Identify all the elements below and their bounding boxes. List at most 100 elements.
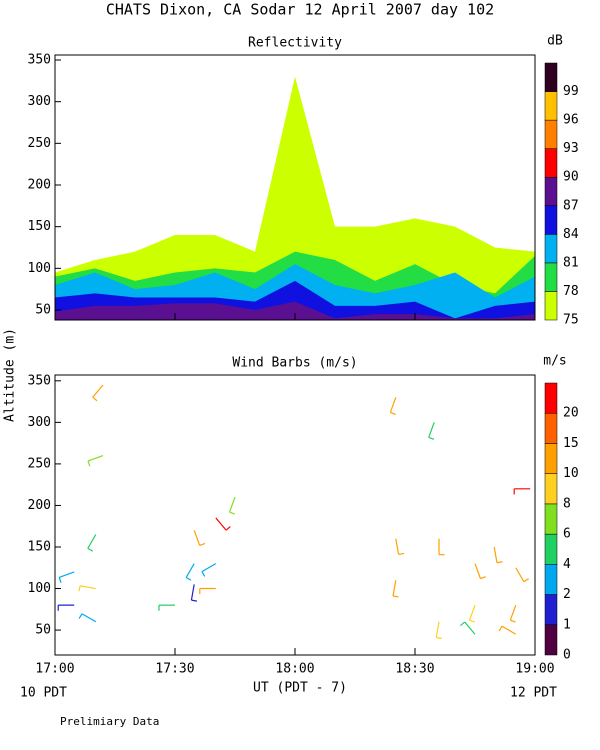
- barb-staff: [81, 613, 97, 623]
- colorbar-unit: m/s: [543, 354, 566, 369]
- panel-title: Wind Barbs (m/s): [232, 356, 357, 371]
- colorbar-label: 1: [563, 617, 571, 632]
- wind-barb: [201, 563, 217, 577]
- barb-staff: [58, 571, 75, 578]
- barb-staff: [474, 563, 482, 579]
- right-note: 12 PDT: [510, 686, 557, 701]
- colorbar-label: 84: [563, 227, 579, 242]
- barb-flag: [523, 578, 529, 583]
- colorbar-box: [544, 262, 558, 292]
- colorbar-box: [544, 234, 558, 264]
- barb-flag: [185, 576, 192, 581]
- y-tick-label: 300: [28, 415, 51, 430]
- colorbar-box: [544, 594, 558, 626]
- barb-staff: [515, 567, 525, 582]
- wind-barb: [395, 538, 405, 556]
- wind-barb: [92, 384, 104, 402]
- barb-staff: [464, 621, 476, 635]
- wind-barb: [498, 625, 517, 635]
- x-label: UT (PDT - 7): [253, 681, 347, 696]
- barb-staff: [228, 496, 236, 513]
- wind-barb: [389, 397, 397, 415]
- barb-staff: [79, 585, 96, 590]
- y-tick-label: 200: [28, 498, 51, 513]
- barb-flag: [199, 542, 206, 546]
- colorbar-label: 20: [563, 406, 579, 421]
- colorbar-box: [544, 176, 558, 207]
- barb-flag: [469, 619, 475, 623]
- y-tick-label: 250: [28, 456, 51, 471]
- barb-flag: [201, 571, 206, 577]
- wind-barb: [474, 563, 486, 580]
- colorbar-label: 10: [563, 466, 579, 481]
- barb-flag: [398, 552, 405, 556]
- wind-barb: [185, 563, 195, 581]
- barb-flag: [480, 576, 486, 580]
- colorbar-box: [544, 119, 558, 149]
- colorbar-box: [544, 473, 558, 505]
- y-tick-label: 150: [28, 539, 51, 554]
- barb-flag: [496, 561, 503, 564]
- barb-flag: [78, 585, 81, 592]
- barb-flag: [87, 460, 91, 467]
- colorbar-label: 8: [563, 496, 571, 511]
- y-tick-label: 50: [35, 303, 51, 318]
- wind-barb: [199, 587, 216, 595]
- barb-flag: [92, 396, 98, 402]
- x-tick-label: 18:00: [275, 662, 314, 677]
- colorbar-box: [544, 148, 558, 178]
- x-tick-label: 17:00: [35, 662, 74, 677]
- x-tick-label: 17:30: [155, 662, 194, 677]
- y-tick-label: 350: [28, 373, 51, 388]
- colorbar-label: 15: [563, 436, 579, 451]
- wind-barb: [190, 584, 198, 602]
- wind-barb: [515, 567, 529, 583]
- y-label: Altitude (m): [3, 328, 18, 422]
- wind-barb: [215, 517, 231, 531]
- wind-barb: [460, 621, 476, 635]
- barb-staff: [193, 530, 201, 546]
- wind-barb: [435, 621, 442, 640]
- barb-staff: [215, 517, 227, 531]
- y-tick-label: 250: [28, 136, 51, 151]
- colorbar-label: 6: [563, 527, 571, 542]
- colorbar-label: 99: [563, 84, 579, 99]
- colorbar-box: [544, 624, 558, 656]
- y-tick-label: 200: [28, 178, 51, 193]
- wind-barb: [58, 571, 75, 583]
- wind-barb: [438, 538, 445, 556]
- colorbar-label: 81: [563, 255, 579, 270]
- wind-barb: [468, 604, 476, 623]
- colorbar-label: 2: [563, 587, 571, 602]
- wind-barb: [87, 534, 97, 552]
- barb-staff: [493, 546, 498, 563]
- colorbar-box: [544, 412, 558, 444]
- y-tick-label: 350: [28, 53, 51, 68]
- barb-staff: [501, 625, 517, 635]
- colorbar-label: 4: [563, 557, 571, 572]
- left-note: 10 PDT: [20, 686, 67, 701]
- x-tick-label: 18:30: [395, 662, 434, 677]
- wind-barb: [57, 604, 75, 611]
- colorbar-box: [544, 533, 558, 565]
- x-tick-label: 19:00: [515, 662, 554, 677]
- colorbar-unit: dB: [547, 34, 563, 49]
- colorbar-box: [544, 91, 558, 121]
- barb-flag: [510, 619, 516, 623]
- barb-flag: [460, 621, 466, 627]
- colorbar-label: 90: [563, 170, 579, 185]
- wind-barb: [87, 455, 104, 467]
- colorbar-box: [544, 205, 558, 235]
- barb-flag: [498, 625, 503, 632]
- colorbar-label: 78: [563, 284, 579, 299]
- barb-flag: [390, 411, 396, 415]
- y-tick-label: 100: [28, 261, 51, 276]
- barb-staff: [190, 584, 195, 601]
- wind-barb: [78, 585, 96, 592]
- barb-staff: [87, 455, 104, 462]
- colorbar-box: [544, 443, 558, 474]
- barb-staff: [428, 422, 435, 438]
- colorbar-box: [544, 62, 558, 92]
- barb-staff: [185, 563, 195, 578]
